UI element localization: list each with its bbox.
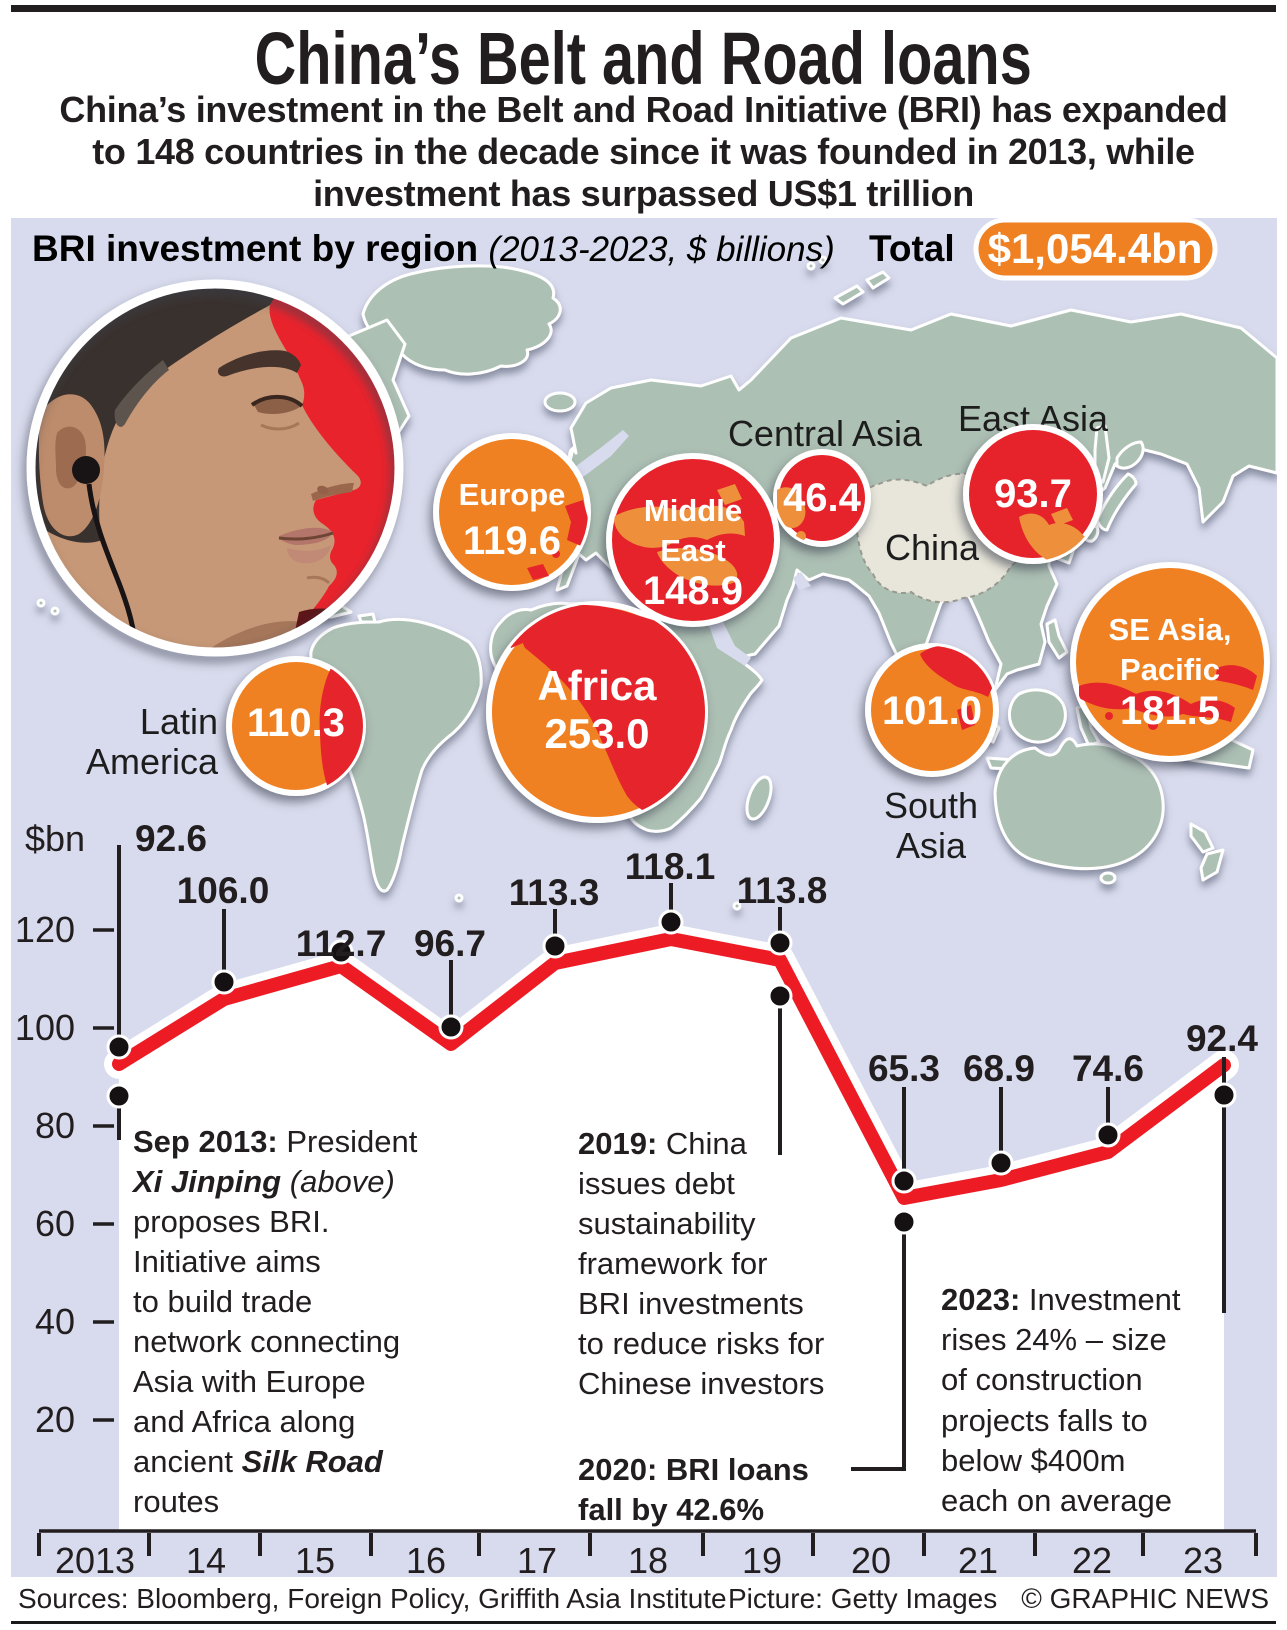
svg-text:network connecting: network connecting bbox=[133, 1324, 400, 1359]
svg-text:of construction: of construction bbox=[941, 1362, 1143, 1397]
svg-text:74.6: 74.6 bbox=[1072, 1048, 1144, 1089]
svg-text:$1,054.4bn: $1,054.4bn bbox=[988, 225, 1203, 272]
svg-text:ancient Silk Road: ancient Silk Road bbox=[133, 1444, 384, 1479]
svg-text:Xi Jinping (above): Xi Jinping (above) bbox=[131, 1164, 395, 1199]
svg-text:101.0: 101.0 bbox=[882, 689, 982, 733]
svg-text:19: 19 bbox=[742, 1540, 782, 1577]
svg-text:each on average: each on average bbox=[941, 1483, 1172, 1518]
svg-text:110.3: 110.3 bbox=[247, 701, 345, 745]
svg-text:100: 100 bbox=[15, 1007, 75, 1048]
svg-text:2023: Investment: 2023: Investment bbox=[941, 1282, 1181, 1317]
svg-text:40: 40 bbox=[35, 1301, 75, 1342]
svg-text:issues debt: issues debt bbox=[578, 1166, 735, 1201]
svg-text:112.7: 112.7 bbox=[296, 923, 387, 964]
svg-text:68.9: 68.9 bbox=[963, 1048, 1035, 1089]
svg-text:80: 80 bbox=[35, 1105, 75, 1146]
svg-text:15: 15 bbox=[295, 1540, 335, 1577]
svg-text:proposes BRI.: proposes BRI. bbox=[133, 1204, 329, 1239]
svg-text:18: 18 bbox=[628, 1540, 668, 1577]
svg-text:Sep 2013: President: Sep 2013: President bbox=[133, 1124, 418, 1159]
svg-text:106.0: 106.0 bbox=[177, 870, 270, 911]
svg-text:93.7: 93.7 bbox=[994, 472, 1072, 516]
svg-text:Asia with Europe: Asia with Europe bbox=[133, 1364, 366, 1399]
svg-text:framework for: framework for bbox=[578, 1246, 767, 1281]
svg-text:Central Asia: Central Asia bbox=[728, 413, 923, 454]
svg-text:routes: routes bbox=[133, 1484, 219, 1519]
svg-text:92.6: 92.6 bbox=[135, 818, 207, 859]
svg-text:253.0: 253.0 bbox=[544, 710, 649, 757]
svg-text:South: South bbox=[884, 785, 978, 826]
svg-text:20: 20 bbox=[851, 1540, 891, 1577]
svg-text:60: 60 bbox=[35, 1203, 75, 1244]
svg-text:113.3: 113.3 bbox=[509, 872, 600, 913]
svg-text:America: America bbox=[86, 741, 219, 782]
svg-text:118.1: 118.1 bbox=[625, 846, 716, 887]
svg-text:113.8: 113.8 bbox=[737, 870, 828, 911]
svg-text:2020: BRI loans: 2020: BRI loans bbox=[578, 1452, 809, 1487]
svg-text:Total: Total bbox=[869, 228, 955, 269]
svg-text:Europe: Europe bbox=[459, 477, 566, 512]
svg-text:to build trade: to build trade bbox=[133, 1284, 312, 1319]
svg-text:rises 24% – size: rises 24% – size bbox=[941, 1322, 1167, 1357]
svg-text:22: 22 bbox=[1072, 1540, 1112, 1577]
svg-text:46.4: 46.4 bbox=[783, 476, 862, 520]
svg-text:181.5: 181.5 bbox=[1120, 689, 1220, 733]
svg-text:65.3: 65.3 bbox=[868, 1048, 940, 1089]
svg-text:17: 17 bbox=[517, 1540, 557, 1577]
svg-text:16: 16 bbox=[406, 1540, 446, 1577]
svg-text:fall by 42.6%: fall by 42.6% bbox=[578, 1492, 764, 1527]
svg-text:SE Asia,: SE Asia, bbox=[1109, 612, 1232, 647]
svg-text:148.9: 148.9 bbox=[643, 569, 743, 613]
svg-text:to reduce risks for: to reduce risks for bbox=[578, 1326, 824, 1361]
svg-text:Africa: Africa bbox=[537, 662, 657, 709]
svg-text:Latin: Latin bbox=[140, 701, 218, 742]
svg-text:120: 120 bbox=[15, 909, 75, 950]
svg-text:and Africa along: and Africa along bbox=[133, 1404, 355, 1439]
svg-text:Chinese investors: Chinese investors bbox=[578, 1366, 824, 1401]
svg-text:119.6: 119.6 bbox=[463, 519, 561, 563]
svg-text:$bn: $bn bbox=[25, 818, 85, 859]
svg-text:96.7: 96.7 bbox=[414, 923, 486, 964]
svg-text:projects falls to: projects falls to bbox=[941, 1403, 1148, 1438]
svg-text:2019: China: 2019: China bbox=[578, 1126, 748, 1161]
svg-text:Initiative aims: Initiative aims bbox=[133, 1244, 321, 1279]
svg-text:23: 23 bbox=[1183, 1540, 1223, 1577]
svg-text:below $400m: below $400m bbox=[941, 1443, 1125, 1478]
svg-text:sustainability: sustainability bbox=[578, 1206, 756, 1241]
svg-text:14: 14 bbox=[186, 1540, 226, 1577]
svg-text:BRI investments: BRI investments bbox=[578, 1286, 804, 1321]
svg-text:Pacific: Pacific bbox=[1120, 652, 1220, 687]
svg-text:BRI investment by region (2013: BRI investment by region (2013-2023, $ b… bbox=[32, 228, 835, 269]
svg-text:20: 20 bbox=[35, 1399, 75, 1440]
svg-text:2013: 2013 bbox=[55, 1540, 135, 1577]
svg-text:East: East bbox=[660, 533, 725, 568]
svg-text:21: 21 bbox=[958, 1540, 998, 1577]
svg-text:Middle: Middle bbox=[644, 493, 742, 528]
svg-text:92.4: 92.4 bbox=[1186, 1018, 1258, 1059]
svg-text:Asia: Asia bbox=[896, 825, 967, 866]
svg-text:China: China bbox=[885, 527, 980, 568]
